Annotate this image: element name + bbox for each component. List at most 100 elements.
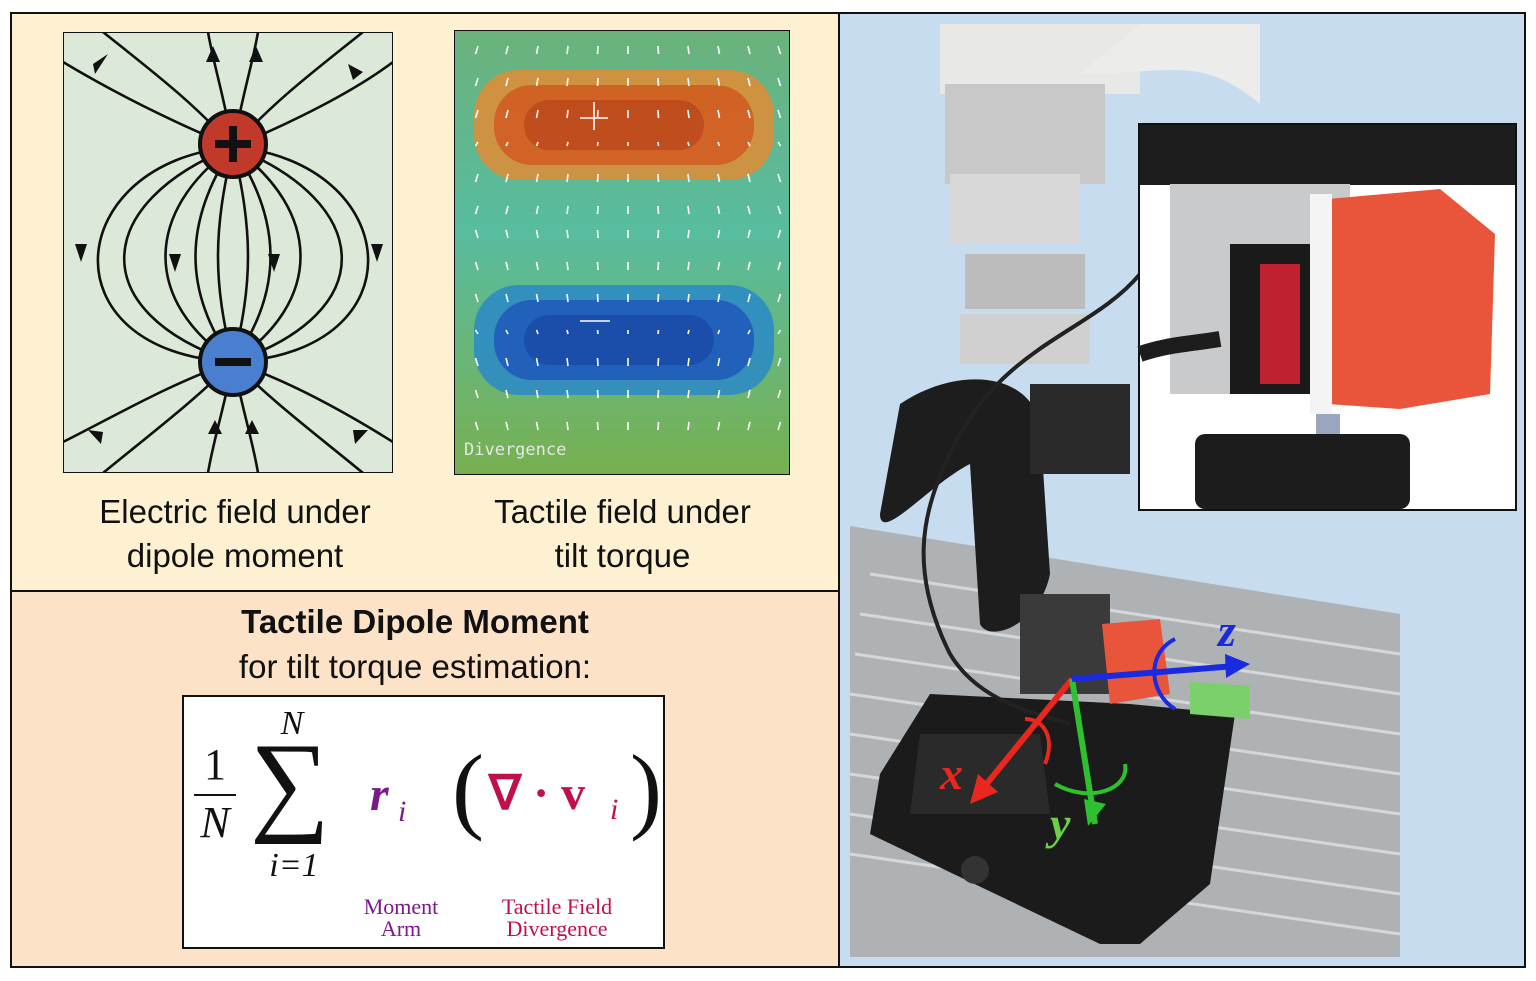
vector-arrow xyxy=(566,77,569,87)
vector-arrow xyxy=(687,77,690,87)
electric-field-caption: Electric field under dipole moment xyxy=(0,490,470,578)
vector-arrow xyxy=(777,109,782,119)
vector-arrow xyxy=(687,45,690,55)
vector-arrow xyxy=(535,261,539,271)
vector-arrow xyxy=(535,421,539,431)
vector-arrow xyxy=(657,77,660,87)
vector-arrow xyxy=(747,109,751,119)
vector-arrow xyxy=(535,173,539,183)
vector-arrow xyxy=(687,421,690,431)
sum-upper-limit: N xyxy=(280,705,304,742)
vector-arrow xyxy=(505,389,509,399)
vector-arrow xyxy=(717,357,721,367)
vector-arrow xyxy=(596,77,599,87)
vector-arrow xyxy=(566,389,569,399)
vector-arrow xyxy=(596,261,599,271)
vector-arrow xyxy=(566,421,569,431)
vector-arrow xyxy=(474,109,479,119)
label-line: Moment xyxy=(363,894,439,919)
label-line: Divergence xyxy=(506,916,608,941)
divergence-subscript: i xyxy=(610,793,619,826)
vector-arrow xyxy=(505,357,509,367)
vector-arrow xyxy=(717,389,721,399)
vector-arrow xyxy=(717,173,721,183)
moment-arm-symbol: r xyxy=(370,768,389,821)
vector-arrow xyxy=(657,357,660,367)
vector-arrow xyxy=(505,229,509,239)
vector-arrow xyxy=(657,421,660,431)
vector-arrow xyxy=(596,389,599,399)
vector-arrow xyxy=(505,173,509,183)
vector-arrow xyxy=(747,329,751,335)
vector-arrow xyxy=(474,45,479,55)
vector-arrow xyxy=(777,77,782,87)
sum-symbol: ∑ xyxy=(250,721,330,845)
vector-arrow xyxy=(717,141,721,147)
vector-arrow xyxy=(505,329,509,335)
vector-arrow xyxy=(747,141,751,147)
vector-arrow xyxy=(657,141,660,147)
vector-arrow xyxy=(474,261,479,271)
caption-line: tilt torque xyxy=(554,537,691,574)
vector-arrow xyxy=(687,205,690,215)
vector-arrow xyxy=(777,45,782,55)
vector-arrow xyxy=(596,229,599,239)
vector-arrow xyxy=(535,77,539,87)
vector-arrow xyxy=(535,357,539,367)
vector-arrow xyxy=(687,109,690,119)
tactile-field-heatmap: Divergence xyxy=(454,30,790,475)
vector-arrow xyxy=(657,261,660,271)
vector-arrow xyxy=(687,229,690,239)
vector-arrow xyxy=(777,293,782,303)
vector-arrow xyxy=(777,261,782,271)
vector-arrow xyxy=(717,45,721,55)
axis-y-label: y xyxy=(1045,798,1071,849)
vector-arrow xyxy=(657,293,660,303)
left-paren: ( xyxy=(452,735,484,842)
vector-arrow xyxy=(596,109,599,119)
vector-arrow xyxy=(566,173,569,183)
vector-arrow xyxy=(505,77,509,87)
caption-line: dipole moment xyxy=(126,537,344,574)
vector-arrow xyxy=(566,109,569,119)
vector-arrow xyxy=(777,421,782,431)
vector-arrow xyxy=(505,293,509,303)
vector-arrow xyxy=(566,141,569,147)
vector-arrow xyxy=(566,229,569,239)
vector-arrow xyxy=(474,357,479,367)
vector-arrow xyxy=(566,329,569,335)
vector-arrow xyxy=(505,421,509,431)
vector-arrow xyxy=(687,357,690,367)
vector-arrow xyxy=(657,173,660,183)
vector-arrow xyxy=(747,173,751,183)
vector-arrow xyxy=(474,77,479,87)
vector-arrow xyxy=(596,329,599,335)
sum-lower-limit: i=1 xyxy=(269,847,319,884)
vector-arrow xyxy=(596,173,599,183)
vector-arrow xyxy=(535,389,539,399)
moment-arm-label: Moment Arm xyxy=(334,896,468,940)
vector-arrow xyxy=(535,229,539,239)
vector-arrow xyxy=(687,293,690,303)
vector-arrow xyxy=(687,329,690,335)
vector-arrow xyxy=(596,141,599,147)
vector-arrow xyxy=(747,77,751,87)
vector-arrow xyxy=(717,229,721,239)
caption-line: Tactile field under xyxy=(494,493,751,530)
vector-arrow xyxy=(657,389,660,399)
vector-arrow xyxy=(717,293,721,303)
divergence-label: Tactile Field Divergence xyxy=(472,896,642,940)
fraction-denominator: N xyxy=(200,798,230,847)
vector-arrow xyxy=(535,45,539,55)
tactile-field-caption: Tactile field under tilt torque xyxy=(400,490,845,578)
divergence-symbol: ∇ · v xyxy=(489,767,586,820)
moment-arm-subscript: i xyxy=(398,795,407,828)
vector-arrow xyxy=(687,173,690,183)
vector-arrow xyxy=(566,261,569,271)
robot-photo-panel: x y z xyxy=(838,12,1526,968)
vector-arrow xyxy=(505,141,509,147)
vector-arrow xyxy=(474,389,479,399)
formula-box: 1 N N ∑ i=1 r i ( ∇ · v i ) Moment Arm T… xyxy=(182,695,665,949)
vector-arrow xyxy=(747,205,751,215)
vector-arrow xyxy=(474,205,479,215)
